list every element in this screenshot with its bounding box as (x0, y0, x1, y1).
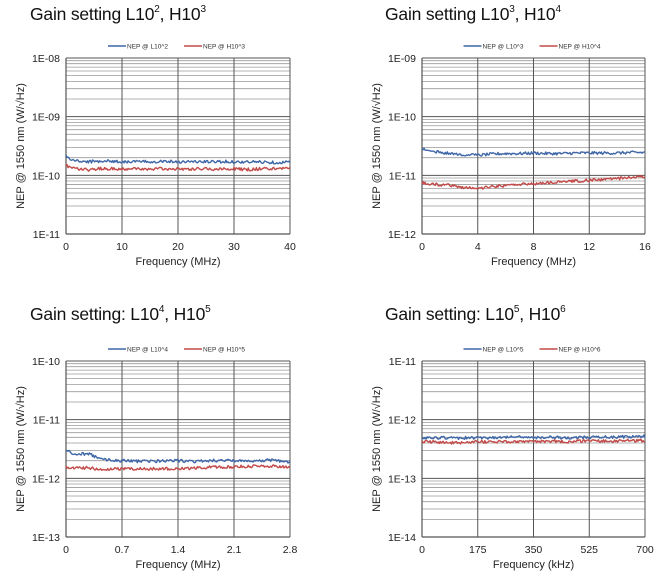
y-axis-label: NEP @ 1550 nm (W/√Hz) (15, 83, 27, 209)
chart-title: Gain setting: L104, H105 (30, 304, 211, 325)
y-tick-label: 1E-13 (32, 532, 60, 544)
y-axis-label: NEP @ 1550 nm (W/√Hz) (15, 386, 27, 512)
x-tick-label: 12 (583, 241, 595, 253)
title-mid: , H10 (514, 4, 556, 24)
x-tick-label: 0 (419, 241, 425, 253)
legend-label: NEP @ H10^5 (203, 347, 245, 354)
x-tick-label: 0 (63, 544, 69, 556)
legend-label: NEP @ H10^3 (203, 44, 245, 51)
title-low-exponent: 2 (154, 4, 160, 15)
title-high-exponent: 5 (205, 304, 211, 315)
series-line (65, 464, 291, 472)
y-tick-label: 1E-11 (389, 170, 416, 182)
legend-label: NEP @ L10^4 (127, 347, 168, 354)
legend-label: NEP @ L10^3 (483, 44, 524, 51)
x-tick-label: 525 (580, 544, 598, 556)
title-prefix: Gain setting L10 (30, 4, 155, 24)
y-tick-label: 1E-10 (388, 112, 416, 124)
legend-label: NEP @ L10^5 (483, 347, 524, 354)
y-tick-label: 1E-12 (388, 415, 416, 427)
chart-title: Gain setting L103, H104 (385, 4, 561, 25)
series-line (65, 449, 291, 464)
panel-1: Gain setting L102, H103 1E-08 1E-09 1E-10 1… (0, 0, 329, 287)
x-tick-label: 2.8 (283, 544, 298, 556)
legend-label: NEP @ L10^2 (127, 44, 168, 51)
x-tick-label: 8 (531, 241, 537, 253)
y-tick-label: 1E-09 (388, 53, 416, 65)
chart-title: Gain setting L102, H103 (30, 4, 206, 25)
series-line (421, 434, 646, 441)
y-tick-label: 1E-14 (388, 532, 416, 544)
x-tick-label: 350 (525, 544, 543, 556)
title-prefix: Gain setting: L10 (30, 304, 159, 324)
panel-4: Gain setting: L105, H106 1E-11 1E-12 1E-13… (330, 300, 659, 587)
y-tick-label: 1E-08 (32, 53, 60, 65)
title-prefix: Gain setting L10 (385, 4, 510, 24)
title-high-exponent: 4 (555, 4, 561, 15)
x-tick-label: 30 (228, 241, 240, 253)
title-low-exponent: 4 (158, 304, 165, 315)
x-axis-label: Frequency (kHz) (493, 559, 574, 571)
legend-label: NEP @ H10^6 (559, 347, 601, 354)
series-line (65, 154, 291, 165)
x-tick-label: 40 (284, 241, 296, 253)
chart-plot: 1E-08 1E-09 1E-10 1E-110 10 20 30 40 Frequency (… (15, 44, 296, 269)
x-tick-label: 4 (475, 241, 481, 253)
x-tick-label: 0 (63, 241, 69, 253)
chart-plot: 1E-09 1E-10 1E-11 1E-120 4 8 12 16 Frequency (MH… (371, 44, 651, 269)
x-tick-label: 175 (469, 544, 487, 556)
legend-label: NEP @ H10^4 (559, 44, 601, 51)
title-mid: , H10 (159, 4, 201, 24)
series-line (65, 163, 291, 172)
x-tick-label: 2.1 (227, 544, 242, 556)
panel-2: Gain setting L103, H104 1E-09 1E-10 1E-11 1… (330, 0, 659, 287)
x-tick-label: 10 (116, 241, 128, 253)
x-axis-label: Frequency (MHz) (136, 559, 221, 571)
x-tick-label: 20 (172, 241, 184, 253)
x-tick-label: 0.7 (115, 544, 130, 556)
y-tick-label: 1E-11 (33, 415, 60, 427)
x-tick-label: 0 (419, 544, 425, 556)
y-tick-label: 1E-11 (33, 229, 60, 241)
panel-3: Gain setting: L104, H105 1E-10 1E-11 1E-12… (0, 300, 329, 587)
series-line (421, 147, 646, 157)
y-axis-label: NEP @ 1550 nm (W/√Hz) (371, 83, 383, 209)
y-tick-label: 1E-10 (32, 356, 60, 368)
series-line (421, 174, 646, 190)
x-tick-label: 700 (636, 544, 654, 556)
y-tick-label: 1E-13 (388, 473, 416, 485)
title-high-exponent: 3 (200, 4, 206, 15)
y-tick-label: 1E-10 (32, 170, 60, 182)
chart-title: Gain setting: L105, H106 (385, 304, 566, 325)
series-line (421, 438, 646, 445)
y-tick-label: 1E-12 (388, 229, 416, 241)
y-axis-label: NEP @ 1550 nm (W/√Hz) (371, 386, 383, 512)
title-prefix: Gain setting: L10 (385, 304, 514, 324)
title-mid: , H10 (519, 304, 561, 324)
x-tick-label: 1.4 (171, 544, 186, 556)
chart-plot: 1E-11 1E-12 1E-13 1E-140 175 350 525 700 Frequen… (371, 347, 654, 572)
y-tick-label: 1E-11 (389, 356, 416, 368)
title-high-exponent: 6 (560, 304, 566, 315)
x-tick-label: 16 (639, 241, 651, 253)
y-tick-label: 1E-09 (32, 112, 60, 124)
y-tick-label: 1E-12 (32, 473, 60, 485)
chart-plot: 1E-10 1E-11 1E-12 1E-130 0.7 1.4 2.1 2.8 Frequen… (15, 347, 298, 572)
x-axis-label: Frequency (MHz) (491, 256, 576, 268)
title-low-exponent: 5 (513, 304, 520, 315)
title-low-exponent: 3 (509, 4, 515, 15)
title-mid: , H10 (164, 304, 206, 324)
x-axis-label: Frequency (MHz) (136, 256, 221, 268)
